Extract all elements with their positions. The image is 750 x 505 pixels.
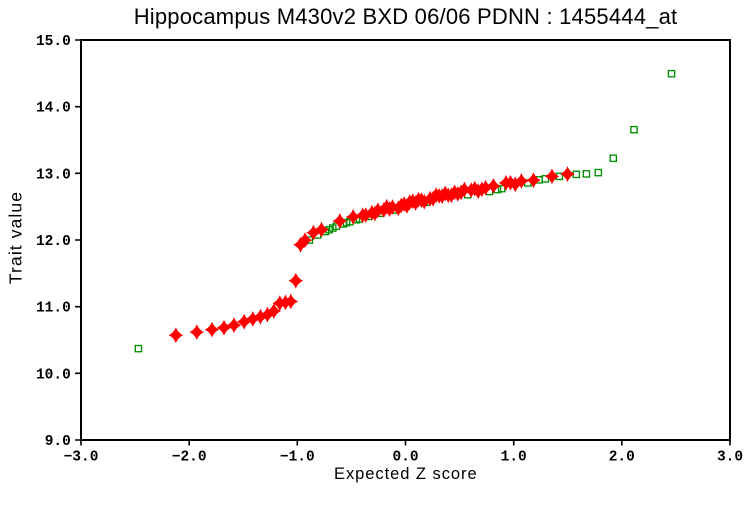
svg-text:15.0: 15.0 [36, 34, 71, 50]
svg-text:14.0: 14.0 [36, 101, 71, 117]
svg-text:3.0: 3.0 [717, 450, 743, 466]
svg-text:Expected Z score: Expected Z score [334, 465, 478, 483]
svg-text:1.0: 1.0 [501, 450, 527, 466]
svg-text:−3.0: −3.0 [64, 450, 99, 466]
svg-text:12.0: 12.0 [36, 234, 71, 250]
svg-text:11.0: 11.0 [36, 301, 71, 317]
svg-text:0.0: 0.0 [392, 450, 418, 466]
svg-text:Trait value: Trait value [6, 191, 26, 284]
svg-text:9.0: 9.0 [45, 434, 71, 450]
svg-text:−2.0: −2.0 [172, 450, 207, 466]
svg-text:2.0: 2.0 [609, 450, 635, 466]
svg-text:−1.0: −1.0 [280, 450, 315, 466]
svg-text:Hippocampus M430v2 BXD 06/06 P: Hippocampus M430v2 BXD 06/06 PDNN : 1455… [134, 4, 678, 29]
svg-text:10.0: 10.0 [36, 367, 71, 383]
svg-text:13.0: 13.0 [36, 167, 71, 183]
